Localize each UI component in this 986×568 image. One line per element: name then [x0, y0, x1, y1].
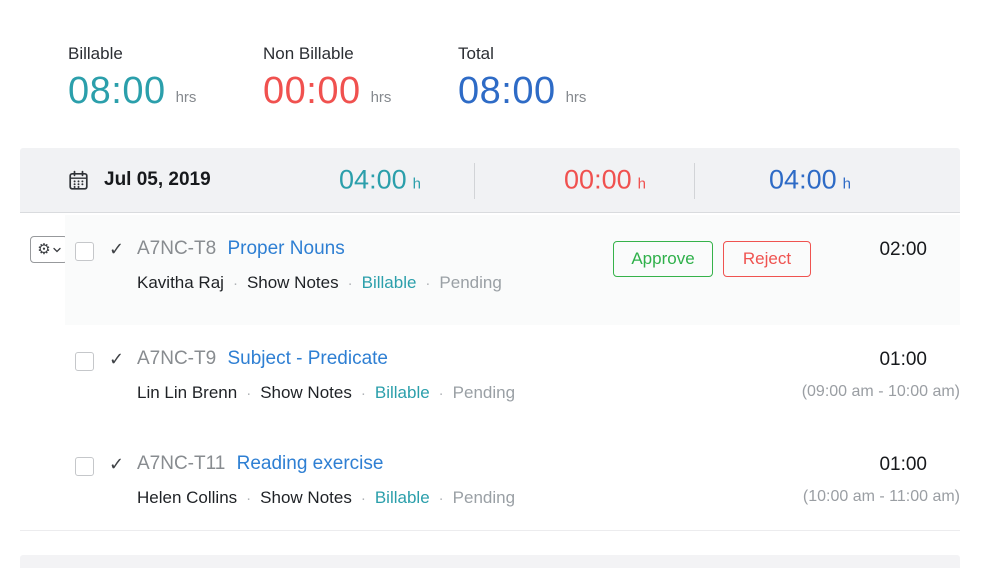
separator-dot: ·	[246, 384, 252, 402]
day-billable-hours: 04:00 h	[339, 164, 421, 195]
day-header-band: Jul 05, 2019 04:00 h 00:00 h 04:00 h	[20, 148, 960, 213]
billing-type: Billable	[374, 383, 430, 402]
summary-non-billable-unit: hrs	[370, 89, 392, 106]
owner-name: Helen Collins	[137, 488, 238, 507]
row-checkbox[interactable]	[75, 352, 94, 371]
day-header-date: Jul 05, 2019	[68, 148, 211, 212]
check-mark-icon: ✓	[109, 349, 125, 369]
task-title-link[interactable]: Reading exercise	[236, 453, 384, 474]
band-divider	[694, 163, 695, 199]
separator-dot: ·	[232, 274, 238, 292]
reject-button[interactable]: Reject	[723, 241, 811, 277]
task-id: A7NC-T9	[137, 348, 217, 369]
summary-billable-unit: hrs	[175, 89, 197, 106]
task-id: A7NC-T8	[137, 238, 217, 259]
billing-type: Billable	[361, 273, 417, 292]
owner-name: Kavitha Raj	[137, 273, 224, 292]
separator-dot: ·	[347, 274, 353, 292]
show-notes-link[interactable]: Show Notes	[260, 488, 352, 507]
timesheet-row: ✓ A7NC-T8 Proper Nouns Kavitha Raj · Sho…	[20, 215, 960, 325]
separator-dot: ·	[246, 489, 252, 507]
log-time-range: (09:00 am - 10:00 am)	[801, 383, 960, 400]
day-total-value: 04:00	[769, 164, 837, 195]
check-mark-icon: ✓	[109, 454, 125, 474]
log-duration: 01:00	[879, 349, 927, 370]
day-total-unit: h	[842, 175, 851, 193]
bulk-actions-gear-button[interactable]: ⚙	[30, 236, 68, 263]
separator-dot: ·	[360, 384, 366, 402]
day-header-date-text: Jul 05, 2019	[104, 169, 211, 190]
log-time-range: (10:00 am - 11:00 am)	[802, 488, 960, 505]
approval-status: Pending	[452, 488, 516, 507]
approval-status: Pending	[439, 273, 502, 292]
log-duration: 01:00	[879, 454, 927, 475]
check-mark-icon: ✓	[109, 239, 125, 259]
timesheet-row: ✓ A7NC-T9 Subject - Predicate Lin Lin Br…	[20, 325, 960, 430]
summary-billable-value: 08:00	[68, 70, 166, 112]
day-total-hours: 04:00 h	[769, 164, 851, 195]
summary-total: Total 08:00 hrs	[458, 44, 586, 110]
billing-type: Billable	[374, 488, 430, 507]
task-title-line: A7NC-T8 Proper Nouns	[137, 238, 345, 260]
day-non-billable-value: 00:00	[564, 164, 632, 195]
task-id: A7NC-T11	[137, 453, 226, 474]
summary-non-billable-value: 00:00	[263, 70, 361, 112]
calendar-icon	[68, 170, 89, 191]
separator-dot: ·	[438, 384, 444, 402]
day-non-billable-hours: 00:00 h	[564, 164, 646, 195]
band-divider	[474, 163, 475, 199]
day-non-billable-unit: h	[637, 175, 646, 193]
log-duration: 02:00	[879, 239, 927, 260]
task-title-line: A7NC-T11 Reading exercise	[137, 453, 383, 475]
summary-billable-label: Billable	[68, 44, 123, 63]
approve-button[interactable]: Approve	[613, 241, 713, 277]
summary-total-label: Total	[458, 44, 494, 63]
task-title-link[interactable]: Subject - Predicate	[227, 348, 388, 369]
chevron-down-icon	[53, 247, 61, 253]
row-checkbox[interactable]	[75, 457, 94, 476]
summary-total-unit: hrs	[565, 89, 587, 106]
day-billable-unit: h	[412, 175, 421, 193]
show-notes-link[interactable]: Show Notes	[260, 383, 352, 402]
summary-non-billable-label: Non Billable	[263, 44, 354, 63]
task-meta-line: Helen Collins · Show Notes · Billable · …	[137, 488, 515, 508]
task-meta-line: Kavitha Raj · Show Notes · Billable · Pe…	[137, 273, 502, 293]
task-title-line: A7NC-T9 Subject - Predicate	[137, 348, 388, 370]
next-day-band-edge	[20, 555, 960, 568]
timesheet-row: ✓ A7NC-T11 Reading exercise Helen Collin…	[20, 430, 960, 535]
show-notes-link[interactable]: Show Notes	[246, 273, 339, 292]
summary-billable: Billable 08:00 hrs	[68, 44, 196, 110]
section-divider	[20, 530, 960, 531]
owner-name: Lin Lin Brenn	[137, 383, 238, 402]
separator-dot: ·	[360, 489, 366, 507]
task-title-link[interactable]: Proper Nouns	[227, 238, 345, 259]
separator-dot: ·	[438, 489, 444, 507]
gear-icon: ⚙	[37, 241, 51, 258]
approval-status: Pending	[452, 383, 516, 402]
separator-dot: ·	[425, 274, 431, 292]
row-checkbox[interactable]	[75, 242, 94, 261]
day-billable-value: 04:00	[339, 164, 407, 195]
task-meta-line: Lin Lin Brenn · Show Notes · Billable · …	[137, 383, 515, 403]
summary-non-billable: Non Billable 00:00 hrs	[263, 44, 391, 110]
summary-total-value: 08:00	[458, 70, 556, 112]
